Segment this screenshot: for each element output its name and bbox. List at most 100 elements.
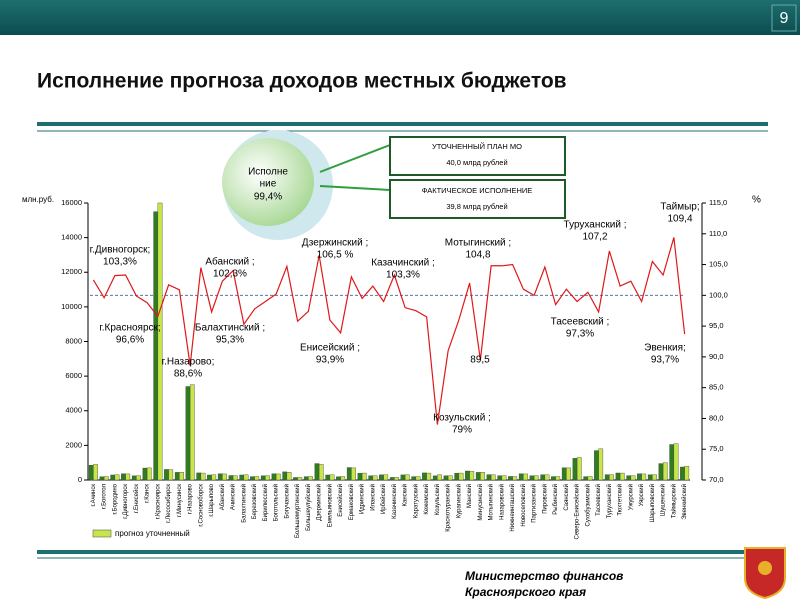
bar — [458, 472, 464, 481]
bar — [669, 444, 675, 481]
x-tick-label: г.Шарыпово — [209, 483, 215, 516]
x-tick-label: Боготольский — [273, 484, 280, 521]
bar — [432, 475, 438, 481]
y2-tick-label: 105,0 — [709, 260, 728, 269]
annotation: 109,4 — [667, 214, 692, 225]
bar — [576, 457, 582, 481]
annotation: Тасеевский ; — [551, 317, 610, 328]
y2-tick-label: 85,0 — [709, 383, 724, 392]
x-tick-label: Идринский — [359, 484, 366, 514]
bar — [103, 476, 109, 481]
bar — [652, 474, 657, 481]
bar — [121, 473, 126, 481]
y-tick-label: 6000 — [65, 371, 82, 380]
bar — [303, 476, 309, 481]
bar — [400, 474, 406, 481]
y2-tick-label: 90,0 — [709, 352, 724, 361]
bar — [518, 473, 524, 481]
bar — [422, 472, 427, 481]
y-tick-label: 4000 — [65, 406, 82, 415]
x-tick-label: г.Канск — [145, 484, 151, 503]
bar — [486, 474, 492, 481]
bar — [297, 477, 303, 481]
bar — [662, 462, 668, 481]
bar — [325, 474, 331, 481]
bar — [157, 202, 163, 481]
x-tick-label: Таймырский — [670, 484, 677, 518]
annotation: 97,3% — [566, 329, 594, 340]
bar — [641, 473, 647, 481]
bar — [658, 463, 664, 481]
annotation: Козульский ; — [433, 413, 491, 424]
bar — [415, 476, 421, 481]
bar — [217, 473, 223, 481]
x-tick-label: Большеулуйский — [305, 484, 312, 531]
x-tick-label: Тюхтетский — [617, 484, 624, 516]
header-bar — [0, 0, 800, 35]
bar — [189, 384, 195, 481]
x-tick-label: Ирбейский — [380, 484, 387, 514]
bar — [566, 467, 571, 481]
x-tick-label: Дзержинский — [316, 484, 323, 521]
annotation: Таймыр; — [660, 202, 699, 213]
bar — [136, 475, 141, 481]
bar — [308, 476, 313, 481]
x-tick-label: Саянский — [563, 484, 570, 511]
x-tick-label: Ужурский — [627, 484, 634, 510]
bar — [336, 476, 341, 481]
bar — [131, 475, 137, 481]
bar — [508, 476, 513, 481]
bar — [540, 474, 546, 481]
bar — [222, 473, 227, 481]
bar — [114, 474, 120, 481]
bar — [196, 472, 202, 481]
bar — [260, 475, 266, 481]
bar — [368, 475, 374, 481]
x-tick-label: Бирилюсский — [262, 484, 269, 521]
annotation: Мотыгинский ; — [445, 238, 511, 249]
y-tick-label: 14000 — [61, 233, 82, 242]
bar — [318, 464, 324, 481]
y2-tick-label: 70,0 — [709, 475, 724, 484]
annotation: 104,8 — [465, 250, 490, 261]
x-tick-label: Казачинский — [391, 484, 398, 519]
rule — [37, 122, 768, 126]
bar — [572, 458, 578, 481]
bar — [404, 474, 410, 481]
annotation: 96,6% — [116, 335, 144, 346]
x-tick-label: Шушенский — [660, 484, 667, 516]
bar — [93, 464, 98, 481]
bar — [594, 450, 599, 481]
x-tick-label: Сухобузимский — [584, 484, 591, 526]
x-tick-label: Енисейский — [337, 484, 344, 517]
x-tick-label: Ачинский — [230, 484, 237, 510]
x-tick-label: Нижнеингашский — [509, 484, 516, 532]
coat-of-arms — [744, 547, 786, 600]
bar — [673, 443, 679, 481]
annotation: Казачинский ; — [371, 258, 435, 269]
annotation: 95,3% — [216, 335, 244, 346]
x-tick-label: Назаровский — [498, 484, 505, 520]
y2-axis-label: % — [752, 195, 761, 206]
annotation: 103,3% — [386, 270, 420, 281]
annotation: 107,2 — [582, 232, 607, 243]
x-tick-label: Балахтинский — [240, 484, 247, 523]
x-tick-label: Ермаковский — [348, 484, 355, 520]
bar — [271, 473, 277, 481]
x-tick-label: Емельяновский — [326, 484, 333, 527]
bar — [619, 472, 625, 481]
badge-text: 99,4% — [254, 192, 282, 203]
bar — [684, 465, 690, 481]
bar — [383, 474, 389, 481]
box-title: ФАКТИЧЕСКОЕ ИСПОЛНЕНИЕ — [422, 186, 533, 195]
annotation: Балахтинский ; — [195, 323, 265, 334]
x-tick-label: г.Бородино — [112, 483, 118, 514]
page-box — [771, 4, 797, 32]
bar — [357, 472, 363, 481]
chart: 0 2000 4000 6000 8000 10000 12000 14000 16000 70,… — [22, 195, 761, 540]
y2-tick-label: 80,0 — [709, 413, 724, 422]
bar — [555, 476, 561, 481]
x-tick-label: Эвенкийский — [681, 484, 688, 520]
bar — [544, 474, 550, 481]
annotation: г.Дивногорск; — [90, 245, 151, 256]
